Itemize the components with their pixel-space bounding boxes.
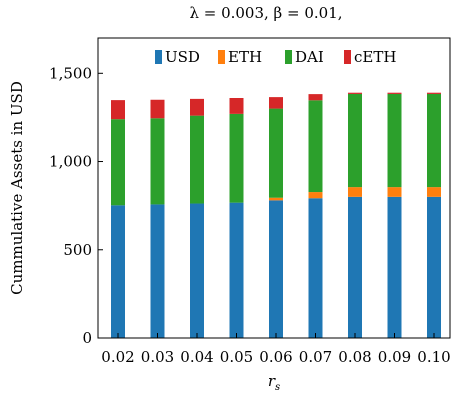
bar-segment-dai-0.06 — [269, 108, 283, 198]
bar-segment-usd-0.08 — [348, 196, 362, 338]
legend-swatch-eth — [218, 50, 225, 64]
bar-segment-eth-0.08 — [348, 187, 362, 197]
bar-segment-usd-0.07 — [308, 198, 323, 338]
bar-segment-dai-0.02 — [111, 119, 125, 206]
x-tick-label: 0.10 — [417, 348, 450, 366]
legend-swatch-dai — [285, 50, 292, 64]
legend-swatch-usd — [155, 50, 162, 64]
legend-label-ceth: cETH — [354, 48, 396, 66]
bar-segment-ceth-0.05 — [229, 98, 244, 114]
bar-segment-dai-0.10 — [427, 93, 441, 188]
legend-label-eth: ETH — [228, 48, 262, 66]
bar-segment-dai-0.05 — [229, 113, 244, 203]
bar-segment-usd-0.02 — [111, 205, 125, 338]
x-axis: 0.02 0.03 0.04 0.05 0.06 0.07 0.08 0.09 0.10 — [101, 333, 451, 366]
x-tick-label: 0.04 — [180, 348, 213, 366]
y-tick-label: 1,500 — [49, 64, 92, 82]
x-tick-label: 0.05 — [220, 348, 253, 366]
legend-label-dai: DAI — [295, 48, 324, 66]
bar-segment-ceth-0.02 — [111, 100, 125, 120]
bar-segment-dai-0.08 — [348, 93, 362, 188]
y-tick-label: 500 — [63, 241, 92, 259]
bar-segment-usd-0.04 — [190, 203, 204, 338]
chart-title: λ = 0.003, β = 0.01, — [189, 4, 342, 22]
legend-swatch-ceth — [344, 50, 351, 64]
bar-segment-ceth-0.03 — [150, 99, 165, 119]
bar-segment-eth-0.09 — [387, 187, 402, 197]
bars-layer — [111, 92, 441, 338]
legend-label-usd: USD — [165, 48, 200, 66]
bar-segment-usd-0.03 — [150, 204, 165, 338]
x-tick-label: 0.02 — [101, 348, 134, 366]
bar-segment-dai-0.09 — [387, 93, 402, 188]
y-axis-label: Cummulative Assets in USD — [8, 81, 26, 295]
bar-segment-usd-0.05 — [229, 202, 244, 338]
bar-segment-ceth-0.07 — [308, 94, 323, 101]
bar-segment-dai-0.07 — [308, 100, 323, 193]
x-tick-label: 0.08 — [338, 348, 371, 366]
bar-segment-ceth-0.10 — [427, 92, 441, 94]
bar-segment-eth-0.06 — [269, 197, 283, 201]
bar-segment-ceth-0.08 — [348, 92, 362, 94]
x-tick-label: 0.07 — [299, 348, 332, 366]
plot-frame — [97, 37, 451, 339]
y-axis: 0 500 1,000 1,500 — [49, 64, 103, 347]
y-tick-label: 1,000 — [49, 153, 92, 171]
bar-segment-usd-0.10 — [427, 196, 441, 338]
bar-segment-ceth-0.06 — [269, 97, 283, 109]
bar-segment-eth-0.10 — [427, 187, 441, 197]
y-tick-label: 0 — [82, 329, 92, 347]
bar-segment-ceth-0.04 — [190, 98, 204, 116]
x-tick-label: 0.06 — [259, 348, 292, 366]
bar-segment-usd-0.09 — [387, 196, 402, 338]
bar-segment-dai-0.04 — [190, 115, 204, 204]
x-tick-label: 0.03 — [141, 348, 174, 366]
bar-segment-ceth-0.09 — [387, 92, 402, 94]
x-axis-label: rs — [268, 372, 280, 393]
legend: USD ETH DAI cETH — [155, 48, 396, 66]
bar-segment-usd-0.06 — [269, 200, 283, 338]
x-tick-label: 0.09 — [378, 348, 411, 366]
bar-segment-eth-0.07 — [308, 192, 323, 199]
bar-segment-dai-0.03 — [150, 118, 165, 205]
